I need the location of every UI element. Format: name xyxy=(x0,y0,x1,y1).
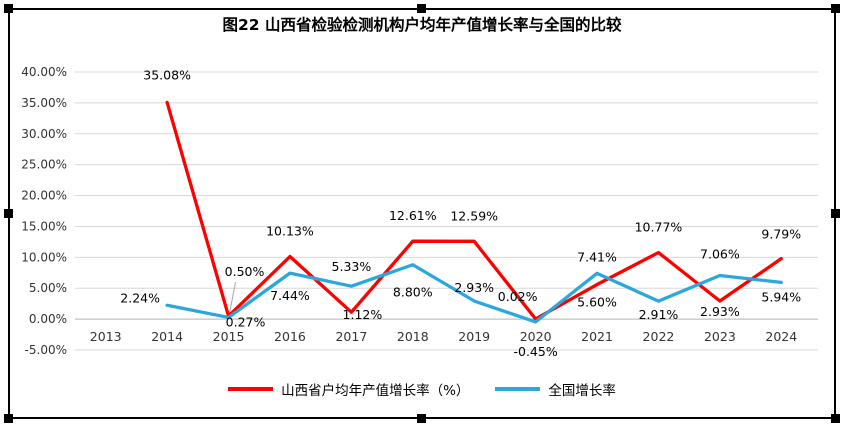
y-axis-label: 35.00% xyxy=(21,96,67,110)
legend-label: 全国增长率 xyxy=(548,383,616,399)
y-axis-label: 0.00% xyxy=(29,312,67,326)
resize-handle-top-center[interactable] xyxy=(417,4,426,13)
data-label: 2.93% xyxy=(700,304,740,319)
y-axis-label: 15.00% xyxy=(21,219,67,233)
data-label: -0.45% xyxy=(514,344,558,359)
resize-handle-middle-left[interactable] xyxy=(4,209,13,218)
y-axis-label: 5.00% xyxy=(29,281,67,295)
x-axis-label: 2017 xyxy=(335,329,367,344)
legend-swatch xyxy=(228,387,274,391)
legend-item-0[interactable]: 山西省户均年产值增长率（%） xyxy=(228,379,469,399)
data-label: 12.59% xyxy=(450,208,498,223)
data-label: 5.33% xyxy=(332,259,372,274)
data-label: 35.08% xyxy=(143,67,191,82)
data-label: 0.02% xyxy=(498,289,538,304)
y-axis-label: 30.00% xyxy=(21,127,67,141)
series-line-1[interactable] xyxy=(165,263,783,324)
x-axis-label: 2021 xyxy=(581,329,613,344)
x-axis-label: 2015 xyxy=(213,329,245,344)
data-label: 2.91% xyxy=(639,307,679,322)
legend-item-1[interactable]: 全国增长率 xyxy=(495,379,616,399)
y-axis-label: 10.00% xyxy=(21,250,67,264)
x-axis-label: 2014 xyxy=(151,329,183,344)
data-label: 2.24% xyxy=(120,290,160,305)
x-axis-label: 2013 xyxy=(90,329,122,344)
y-axis-label: -5.00% xyxy=(25,343,67,357)
y-axis-label: 20.00% xyxy=(21,189,67,203)
y-axis-label: 40.00% xyxy=(21,65,67,79)
y-axis-label: 25.00% xyxy=(21,158,67,172)
data-label: 9.79% xyxy=(761,227,801,242)
data-label: 10.77% xyxy=(635,220,683,235)
x-axis-label: 2018 xyxy=(397,329,429,344)
x-axis-label: 2024 xyxy=(765,329,797,344)
x-axis-label: 2020 xyxy=(520,329,552,344)
data-label: 1.12% xyxy=(343,307,383,322)
chart-title: 图22 山西省检验检测机构户均年产值增长率与全国的比较 xyxy=(222,16,622,34)
data-label: 7.06% xyxy=(700,246,740,261)
data-label: 7.41% xyxy=(577,249,617,264)
legend: 山西省户均年产值增长率（%） 全国增长率 xyxy=(0,379,844,399)
label-leader-line xyxy=(229,281,237,314)
x-axis-label: 2019 xyxy=(458,329,490,344)
resize-handle-bottom-left[interactable] xyxy=(4,414,13,423)
data-label: 10.13% xyxy=(266,224,314,239)
resize-handle-middle-right[interactable] xyxy=(831,209,840,218)
data-label: 5.60% xyxy=(577,295,617,310)
data-label: 2.93% xyxy=(454,280,494,295)
legend-swatch xyxy=(495,387,541,391)
data-label: 12.61% xyxy=(389,208,437,223)
x-axis-label: 2022 xyxy=(643,329,675,344)
data-label: 7.44% xyxy=(270,288,310,303)
resize-handle-bottom-right[interactable] xyxy=(831,414,840,423)
data-label: 5.94% xyxy=(761,289,801,304)
x-axis-label: 2016 xyxy=(274,329,306,344)
x-axis-label: 2023 xyxy=(704,329,736,344)
resize-handle-top-right[interactable] xyxy=(831,4,840,13)
data-label: 0.50% xyxy=(225,264,265,279)
resize-handle-top-left[interactable] xyxy=(4,4,13,13)
data-label: 0.27% xyxy=(226,314,266,329)
series-line-0[interactable] xyxy=(165,100,783,321)
data-label: 8.80% xyxy=(393,285,433,300)
resize-handle-bottom-center[interactable] xyxy=(417,414,426,423)
legend-label: 山西省户均年产值增长率（%） xyxy=(281,383,470,399)
